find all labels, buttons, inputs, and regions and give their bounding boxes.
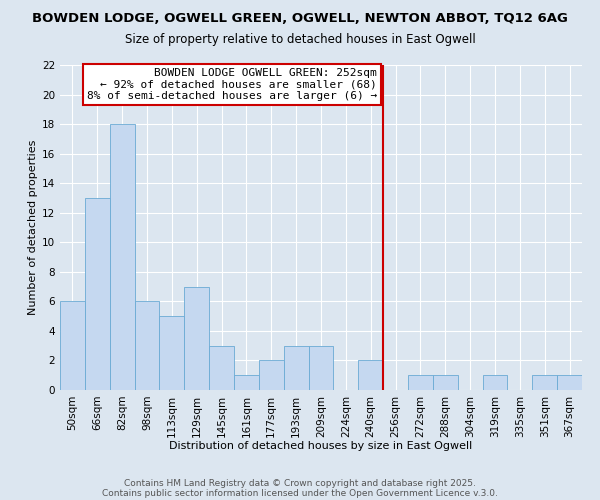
Bar (110, 124, 134, 390)
Text: Size of property relative to detached houses in East Ogwell: Size of property relative to detached ho… (125, 32, 475, 46)
Text: Contains HM Land Registry data © Crown copyright and database right 2025.: Contains HM Land Registry data © Crown c… (124, 478, 476, 488)
Text: BOWDEN LODGE, OGWELL GREEN, OGWELL, NEWTON ABBOT, TQ12 6AG: BOWDEN LODGE, OGWELL GREEN, OGWELL, NEWT… (32, 12, 568, 26)
Bar (184, 286, 209, 390)
Bar (308, 346, 334, 390)
Bar (234, 375, 259, 390)
Bar (60, 302, 85, 390)
Bar (557, 375, 582, 390)
Bar (160, 316, 184, 390)
Bar (85, 198, 110, 390)
X-axis label: Distribution of detached houses by size in East Ogwell: Distribution of detached houses by size … (169, 441, 473, 451)
Text: BOWDEN LODGE OGWELL GREEN: 252sqm
← 92% of detached houses are smaller (68)
8% o: BOWDEN LODGE OGWELL GREEN: 252sqm ← 92% … (86, 68, 377, 101)
Bar (532, 375, 557, 390)
Bar (134, 302, 160, 390)
Bar (433, 375, 458, 390)
Bar (209, 346, 234, 390)
Bar (408, 375, 433, 390)
Bar (482, 375, 508, 390)
Bar (284, 346, 308, 390)
Bar (358, 360, 383, 390)
Text: Contains public sector information licensed under the Open Government Licence v.: Contains public sector information licen… (102, 488, 498, 498)
Bar (259, 360, 284, 390)
Y-axis label: Number of detached properties: Number of detached properties (28, 140, 38, 315)
